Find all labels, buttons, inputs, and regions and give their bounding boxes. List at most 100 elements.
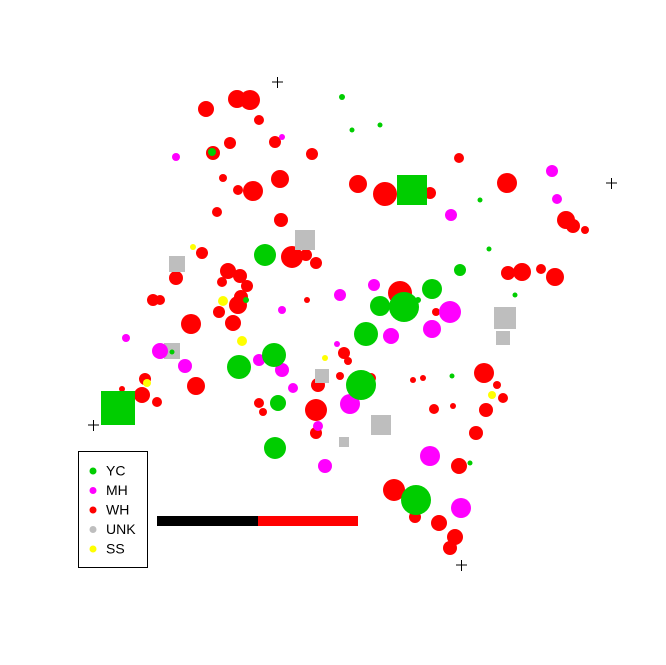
legend: YC MH WH UNK SS [89, 463, 136, 557]
point [233, 185, 243, 195]
point [566, 219, 580, 233]
point [254, 244, 276, 266]
point [275, 363, 289, 377]
point [512, 292, 518, 298]
point [169, 349, 175, 355]
point [552, 194, 562, 204]
point [178, 359, 192, 373]
point [431, 515, 447, 531]
point [339, 94, 345, 100]
point [220, 263, 236, 279]
point [488, 391, 496, 399]
point [169, 271, 183, 285]
point [198, 101, 214, 117]
point [243, 297, 249, 303]
point [497, 173, 517, 193]
point [383, 328, 399, 344]
point-square [169, 256, 185, 272]
legend-swatch [89, 545, 97, 553]
point-square [101, 391, 135, 425]
point [306, 148, 318, 160]
point [240, 90, 260, 110]
point [454, 153, 464, 163]
point [187, 377, 205, 395]
point [313, 421, 323, 431]
point [264, 437, 286, 459]
point [279, 134, 285, 140]
point [254, 398, 264, 408]
legend-swatch [89, 506, 97, 514]
point [346, 370, 376, 400]
point [445, 209, 457, 221]
point [269, 136, 281, 148]
point [344, 357, 352, 365]
point-square [496, 331, 510, 345]
point [401, 485, 431, 515]
point [224, 137, 236, 149]
point [212, 207, 222, 217]
point [474, 363, 494, 383]
point [305, 399, 327, 421]
point-square [339, 437, 349, 447]
point [501, 266, 515, 280]
point [373, 182, 397, 206]
corner-marker [88, 420, 99, 431]
point-square [494, 307, 516, 329]
point [336, 372, 344, 380]
point [152, 397, 162, 407]
point [122, 334, 130, 342]
point [281, 246, 303, 268]
legend-swatch [89, 526, 97, 533]
point [486, 246, 492, 252]
point [513, 263, 531, 281]
point [208, 148, 216, 156]
corner-marker [456, 560, 467, 571]
point [370, 296, 390, 316]
legend-label: UNK [106, 521, 136, 537]
scale-bar-inner [163, 520, 253, 522]
point [190, 244, 196, 250]
point-square [295, 230, 315, 250]
point [318, 459, 332, 473]
point [213, 306, 225, 318]
point [469, 426, 483, 440]
point [219, 174, 227, 182]
point [536, 264, 546, 274]
point [420, 375, 426, 381]
point [270, 395, 286, 411]
point [243, 181, 263, 201]
point [493, 381, 501, 389]
point [451, 498, 471, 518]
point [546, 165, 558, 177]
point [227, 355, 251, 379]
point [241, 280, 253, 292]
point [454, 264, 466, 276]
point [447, 529, 463, 545]
point [259, 408, 267, 416]
point [304, 297, 310, 303]
point [322, 355, 328, 361]
point [119, 386, 125, 392]
point [181, 314, 201, 334]
point [254, 115, 264, 125]
point [432, 308, 440, 316]
point [152, 343, 168, 359]
legend-swatch [89, 487, 97, 494]
point-square [397, 175, 427, 205]
point [262, 343, 286, 367]
legend-label: SS [106, 541, 125, 557]
point [410, 377, 416, 383]
point [349, 127, 355, 133]
point [443, 541, 457, 555]
point [439, 301, 461, 323]
point [449, 373, 455, 379]
point [172, 153, 180, 161]
legend-swatch [89, 467, 97, 475]
point [271, 170, 289, 188]
legend-label: YC [106, 463, 125, 479]
point [349, 175, 367, 193]
point [423, 320, 441, 338]
point [334, 289, 346, 301]
point [450, 403, 456, 409]
